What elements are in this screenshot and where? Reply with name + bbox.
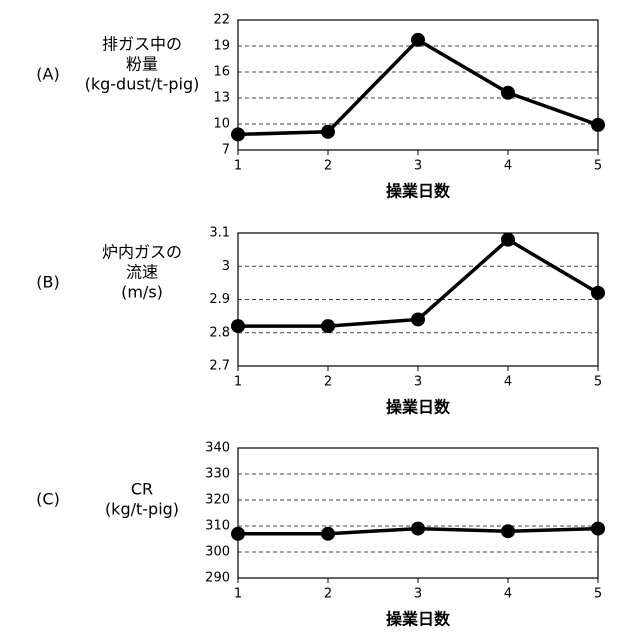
x-tick-label: 5 bbox=[594, 159, 602, 174]
y-axis-label: 排ガス中の bbox=[102, 35, 182, 54]
data-point bbox=[231, 527, 245, 541]
data-point bbox=[231, 319, 245, 333]
data-point bbox=[501, 233, 515, 247]
y-tick-label: 330 bbox=[205, 467, 230, 482]
x-tick-label: 4 bbox=[504, 159, 512, 174]
y-tick-label: 340 bbox=[205, 441, 230, 456]
y-axis-label: 流速 bbox=[126, 263, 158, 282]
y-tick-label: 16 bbox=[213, 65, 230, 80]
y-axis-label: (kg-dust/t-pig) bbox=[85, 75, 200, 94]
plot-frame bbox=[238, 233, 598, 366]
y-tick-label: 2.9 bbox=[209, 292, 230, 307]
page: 7101316192212345操業日数(A)排ガス中の粉量(kg-dust/t… bbox=[0, 0, 640, 640]
x-tick-label: 5 bbox=[594, 375, 602, 390]
y-tick-label: 3.1 bbox=[209, 226, 230, 241]
x-axis-label: 操業日数 bbox=[386, 610, 451, 629]
x-tick-label: 4 bbox=[504, 587, 512, 602]
y-tick-label: 2.8 bbox=[209, 325, 230, 340]
y-tick-label: 300 bbox=[205, 545, 230, 560]
y-tick-label: 320 bbox=[205, 493, 230, 508]
data-point bbox=[591, 118, 605, 132]
x-axis-label: 操業日数 bbox=[386, 182, 451, 201]
y-tick-label: 290 bbox=[205, 571, 230, 586]
x-tick-label: 5 bbox=[594, 587, 602, 602]
y-tick-label: 10 bbox=[213, 117, 230, 132]
y-tick-label: 13 bbox=[213, 91, 230, 106]
panel-label: (A) bbox=[36, 65, 59, 84]
x-axis-label: 操業日数 bbox=[386, 398, 451, 417]
x-tick-label: 2 bbox=[324, 587, 332, 602]
x-tick-label: 1 bbox=[234, 587, 242, 602]
data-point bbox=[501, 86, 515, 100]
x-tick-label: 3 bbox=[414, 587, 422, 602]
data-point bbox=[591, 522, 605, 536]
y-tick-label: 2.7 bbox=[209, 359, 230, 374]
x-tick-label: 3 bbox=[414, 159, 422, 174]
data-point bbox=[591, 286, 605, 300]
data-point bbox=[411, 312, 425, 326]
data-point bbox=[411, 33, 425, 47]
data-point bbox=[321, 319, 335, 333]
y-axis-label: (kg/t-pig) bbox=[105, 500, 179, 519]
y-tick-label: 19 bbox=[213, 39, 230, 54]
x-tick-label: 4 bbox=[504, 375, 512, 390]
plot-frame bbox=[238, 448, 598, 578]
x-tick-label: 1 bbox=[234, 159, 242, 174]
data-point bbox=[321, 125, 335, 139]
data-point bbox=[231, 127, 245, 141]
panel-label: (C) bbox=[36, 490, 60, 509]
y-tick-label: 7 bbox=[222, 143, 230, 158]
data-line bbox=[238, 40, 598, 134]
data-point bbox=[411, 522, 425, 536]
y-tick-label: 310 bbox=[205, 519, 230, 534]
x-tick-label: 2 bbox=[324, 159, 332, 174]
x-tick-label: 1 bbox=[234, 375, 242, 390]
y-axis-label: CR bbox=[131, 480, 153, 499]
y-axis-label: (m/s) bbox=[121, 283, 163, 302]
data-point bbox=[501, 524, 515, 538]
data-point bbox=[321, 527, 335, 541]
chart: 7101316192212345操業日数(A)排ガス中の粉量(kg-dust/t… bbox=[0, 0, 640, 640]
x-tick-label: 2 bbox=[324, 375, 332, 390]
y-axis-label: 粉量 bbox=[126, 55, 158, 74]
y-axis-label: 炉内ガスの bbox=[102, 243, 182, 262]
x-tick-label: 3 bbox=[414, 375, 422, 390]
panel-label: (B) bbox=[36, 273, 59, 292]
y-tick-label: 22 bbox=[213, 13, 230, 28]
y-tick-label: 3 bbox=[222, 259, 230, 274]
